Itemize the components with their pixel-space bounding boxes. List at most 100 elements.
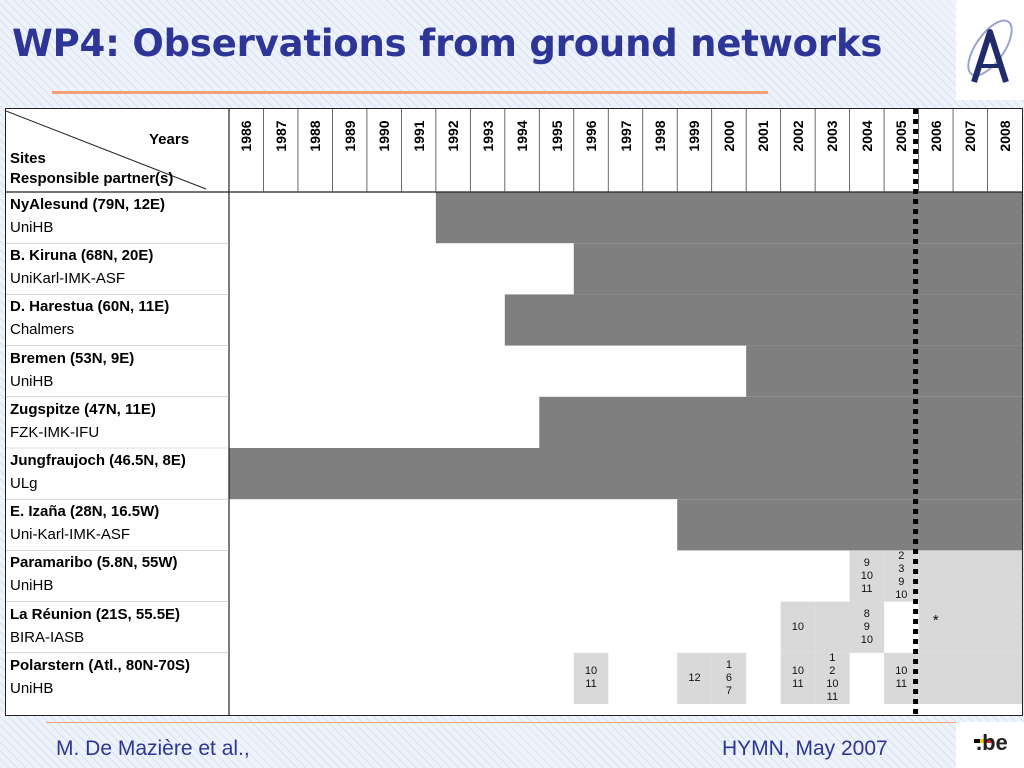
campaign-months: 1 6 7 <box>725 658 732 697</box>
campaign-box <box>815 601 850 653</box>
year-label: 1992 <box>445 120 462 152</box>
belgium-logo: .be <box>956 722 1024 768</box>
year-label: 2005 <box>893 120 910 152</box>
continuous-observation-bar <box>435 192 1022 244</box>
year-label: 2001 <box>755 120 772 152</box>
continuous-observation-bar <box>539 396 1022 448</box>
site-name: B. Kiruna (68N, 20E) <box>10 247 154 265</box>
site-row-label: NyAlesund (79N, 12E) UniHB <box>10 195 228 237</box>
campaign-box <box>573 652 609 704</box>
site-partner: UniHB <box>10 219 54 236</box>
footer-line <box>46 722 956 723</box>
year-label: 2004 <box>858 120 875 152</box>
footer-author: M. De Mazière et al., <box>56 737 250 760</box>
corner-years-label: Years <box>149 131 190 148</box>
site-partner: UniHB <box>10 577 54 595</box>
continuous-observation-bar <box>229 448 1022 500</box>
site-name: Jungfraujoch (46.5N, 8E) <box>10 452 186 469</box>
year-label: 1998 <box>651 120 668 152</box>
site-name: NyAlesund (79N, 12E) <box>10 196 166 213</box>
year-label: 1991 <box>410 120 427 152</box>
campaign-box <box>884 550 919 602</box>
campaign-months: 1 2 10 11 <box>826 652 839 704</box>
hymn-logo-icon <box>967 19 1013 83</box>
campaign-months: 10 11 <box>791 665 805 691</box>
campaign-months: 2 3 9 10 <box>895 550 908 601</box>
site-name: La Réunion (21S, 55.5E) <box>10 605 181 623</box>
planned-observation-bar <box>918 652 1022 704</box>
footer-event: HYMN, May 2007 <box>722 737 888 760</box>
corner-partners-label: Responsible partner(s) <box>10 170 174 187</box>
continuous-observation-bar <box>504 294 1022 346</box>
campaign-box <box>849 601 885 653</box>
year-label: 1993 <box>479 120 496 152</box>
site-row-label: Jungfraujoch (46.5N, 8E) ULg <box>10 451 228 493</box>
year-label: 2008 <box>996 120 1013 152</box>
campaign-box <box>711 652 747 704</box>
site-partner: FZK-IMK-IFU <box>10 423 100 441</box>
site-name: D. Harestua (60N, 11E) <box>10 298 170 316</box>
site-partner: Chalmers <box>10 321 75 339</box>
year-label: 1996 <box>583 120 600 152</box>
year-label: 1990 <box>376 120 393 152</box>
site-row-label: Polarstern (Atl., 80N-70S) UniHB <box>10 656 228 698</box>
site-row-label: Bremen (53N, 9E) UniHB <box>10 349 228 391</box>
year-label: 1988 <box>307 120 324 152</box>
year-label: 2006 <box>927 120 944 152</box>
campaign-box <box>815 652 850 704</box>
site-name: Polarstern (Atl., 80N-70S) <box>10 656 191 674</box>
site-row-label: Paramaribo (5.8N, 55W) UniHB <box>10 553 228 595</box>
campaign-months: 10 <box>791 620 805 633</box>
planned-observation-bar <box>918 601 1022 653</box>
campaign-box <box>849 550 885 602</box>
year-label: 1987 <box>272 120 289 152</box>
be-logo-text: .be <box>976 730 1008 755</box>
continuous-observation-bar <box>677 499 1022 551</box>
campaign-box <box>884 652 919 704</box>
planned-observation-bar <box>918 550 1022 602</box>
corner-diagonal <box>6 110 207 190</box>
timeline-grid <box>6 109 1022 715</box>
year-label: 1999 <box>686 120 703 152</box>
slide-title: WP4: Observations from ground networks <box>12 22 883 65</box>
campaign-months: 10 11 <box>584 665 598 691</box>
year-label: 2000 <box>720 120 737 152</box>
year-label: 1995 <box>548 120 565 152</box>
campaign-months: 10 11 <box>895 665 908 691</box>
year-label: 1994 <box>514 120 531 152</box>
site-row-label: E. Izaña (28N, 16.5W) Uni-Karl-IMK-ASF <box>10 502 228 544</box>
year-label: 2007 <box>962 120 979 152</box>
hymn-logo <box>956 0 1024 100</box>
continuous-observation-bar <box>573 243 1022 295</box>
site-name: Paramaribo (5.8N, 55W) <box>10 554 178 572</box>
campaign-box <box>677 652 712 704</box>
observation-table: Years Sites Responsible partner(s) 1986 1… <box>5 108 1023 716</box>
site-partner: BIRA-IASB <box>10 628 85 646</box>
site-name: Zugspitze (47N, 11E) <box>10 400 156 418</box>
site-row-label: La Réunion (21S, 55.5E) BIRA-IASB <box>10 605 228 647</box>
site-name: E. Izaña (28N, 16.5W) <box>10 503 160 521</box>
site-row-label: B. Kiruna (68N, 20E) UniKarl-IMK-ASF <box>10 246 228 288</box>
site-partner: Uni-Karl-IMK-ASF <box>10 526 131 544</box>
header-band: WP4: Observations from ground networks <box>0 0 957 100</box>
site-partner: ULg <box>10 475 38 492</box>
year-label: 1989 <box>341 120 358 152</box>
year-label: 2003 <box>824 120 841 152</box>
belgium-flag-icon <box>974 730 992 743</box>
year-label: 1997 <box>617 120 634 152</box>
site-row-label: Zugspitze (47N, 11E) FZK-IMK-IFU <box>10 400 228 442</box>
continuous-observation-bar <box>746 345 1022 397</box>
site-row-label: D. Harestua (60N, 11E) Chalmers <box>10 297 228 339</box>
campaign-box <box>780 652 816 704</box>
title-underline <box>52 91 768 94</box>
site-name: Bremen (53N, 9E) <box>10 349 135 367</box>
site-partner: UniHB <box>10 372 54 390</box>
year-label: 2002 <box>789 120 806 152</box>
site-partner: UniHB <box>10 679 54 697</box>
campaign-months: 8 9 10 <box>860 607 873 646</box>
campaign-box <box>780 601 816 653</box>
campaign-months: 12 <box>688 671 701 684</box>
corner-sites-label: Sites <box>10 150 46 167</box>
site-partner: UniKarl-IMK-ASF <box>10 270 126 288</box>
planned-campaign-mark: * <box>932 611 939 629</box>
